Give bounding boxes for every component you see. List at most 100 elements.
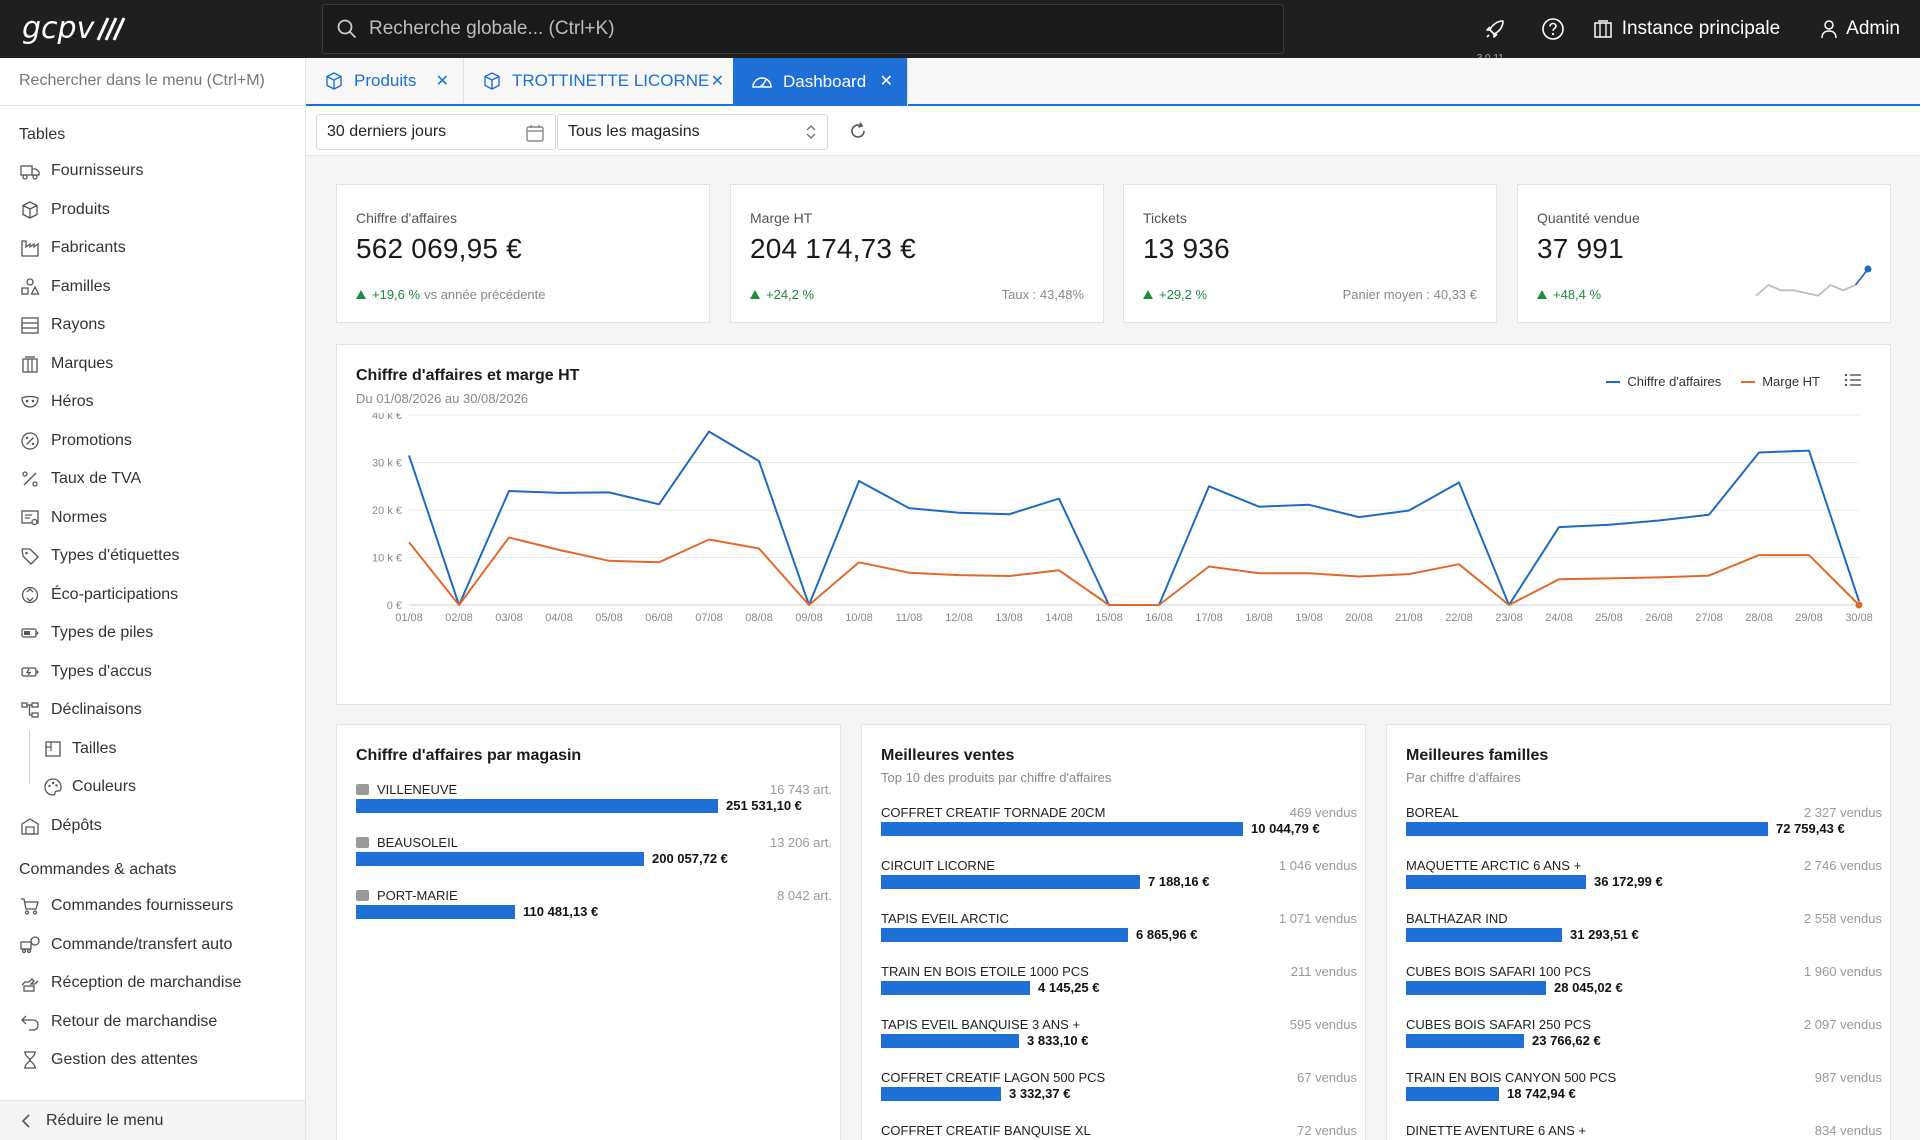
sidebar-item-label: Types d'étiquettes xyxy=(51,547,180,565)
sidebar-item-types-de-piles[interactable]: Types de piles xyxy=(0,614,305,653)
sidebar-item-produits[interactable]: Produits xyxy=(0,191,305,230)
ranked-row[interactable]: CUBES BOIS SAFARI 100 PCS 1 960 vendus 28 … xyxy=(1406,964,1882,1017)
sidebar-item-label: Familles xyxy=(51,277,111,295)
sidebar-item-reception-de-marchandise[interactable]: Réception de marchandise xyxy=(0,964,305,1003)
row-value: 4 145,25 € xyxy=(1038,980,1100,995)
ranked-row[interactable]: PORT-MARIE 8 042 art. 110 481,13 € xyxy=(356,888,832,941)
close-icon[interactable]: ✕ xyxy=(879,73,893,90)
ranked-row[interactable]: TRAIN EN BOIS CANYON 500 PCS 987 vendus 18… xyxy=(1406,1070,1882,1123)
palette-icon xyxy=(42,776,64,798)
ranked-row[interactable]: MAQUETTE ARCTIC 6 ANS + 2 746 vendus 36 17… xyxy=(1406,858,1882,911)
tab-dashboard[interactable]: Dashboard ✕ xyxy=(733,58,908,106)
release-notes-button[interactable]: 3.0.11 xyxy=(1477,17,1507,64)
global-search[interactable] xyxy=(322,4,1284,54)
row-bar xyxy=(881,1034,1019,1048)
kpi-delta: +48,4 % xyxy=(1537,287,1601,302)
row-bar xyxy=(1406,981,1546,995)
legend-item-revenue[interactable]: Chiffre d'affaires xyxy=(1606,374,1721,389)
help-button[interactable] xyxy=(1541,17,1565,41)
collapse-menu-button[interactable]: Réduire le menu xyxy=(0,1100,305,1140)
tag-icon xyxy=(19,545,41,567)
legend-swatch xyxy=(1606,380,1621,383)
sidebar-item-eco-participations[interactable]: Éco-participations xyxy=(0,576,305,615)
sidebar-item-depots[interactable]: Dépôts xyxy=(0,807,305,846)
sidebar-item-promotions[interactable]: Promotions xyxy=(0,422,305,461)
chart-menu-button[interactable] xyxy=(1844,372,1862,393)
store-icon xyxy=(356,784,369,795)
sidebar-item-types-d-etiquettes[interactable]: Types d'étiquettes xyxy=(0,537,305,576)
sidebar-item-heros[interactable]: Héros xyxy=(0,383,305,422)
sidebar-item-label: Tailles xyxy=(72,739,117,757)
sidebar-item-tailles[interactable]: Tailles xyxy=(0,730,305,769)
series-line-revenue[interactable] xyxy=(408,430,1860,606)
store-icon xyxy=(356,837,369,848)
app-logo[interactable]: gcpv xyxy=(22,12,132,46)
tab-produits[interactable]: Produits ✕ xyxy=(306,58,464,104)
menu-search-input[interactable] xyxy=(19,72,289,90)
instance-selector[interactable]: Instance principale xyxy=(1593,18,1780,40)
battery-icon xyxy=(19,622,41,644)
x-tick-label: 25/08 xyxy=(1595,612,1623,624)
ranked-row[interactable]: CUBES BOIS SAFARI 250 PCS 2 097 vendus 23 … xyxy=(1406,1017,1882,1070)
global-search-input[interactable] xyxy=(369,18,1169,40)
kpi-title: Chiffre d'affaires xyxy=(356,210,457,226)
best-families-rows: BOREAL 2 327 vendus 72 759,43 € MAQUETTE AR… xyxy=(1406,805,1882,1140)
ranked-row[interactable]: TAPIS EVEIL ARCTIC 1 071 vendus 6 865,96 € xyxy=(881,911,1357,964)
ranked-row[interactable]: COFFRET CREATIF TORNADE 20CM 469 vendus 10… xyxy=(881,805,1357,858)
shelves-icon xyxy=(19,314,41,336)
logo-text: gcpv xyxy=(22,12,96,46)
sidebar-item-label: Éco-participations xyxy=(51,585,179,603)
sidebar-item-commandes-fournisseurs[interactable]: Commandes fournisseurs xyxy=(0,887,305,926)
sidebar-item-declinaisons[interactable]: Déclinaisons xyxy=(0,691,305,730)
sidebar-item-fabricants[interactable]: Fabricants xyxy=(0,229,305,268)
kpi-delta: +29,2 % xyxy=(1143,287,1207,302)
ranked-row[interactable]: DINETTE AVENTURE 6 ANS + 834 vendus xyxy=(1406,1123,1882,1140)
ranked-row[interactable]: COFFRET CREATIF BANQUISE XL 72 vendus xyxy=(881,1123,1357,1140)
sidebar-item-commande-transfert-auto[interactable]: Commande/transfert auto xyxy=(0,926,305,965)
sidebar-item-label: Types de piles xyxy=(51,624,154,642)
gauge-icon xyxy=(751,72,773,92)
row-name: TAPIS EVEIL BANQUISE 3 ANS + xyxy=(881,1017,1080,1032)
sidebar-item-gestion-des-attentes[interactable]: Gestion des attentes xyxy=(0,1041,305,1080)
sidebar-item-label: Fournisseurs xyxy=(51,162,144,180)
menu-search[interactable] xyxy=(0,58,305,106)
sidebar-item-normes[interactable]: Normes xyxy=(0,499,305,538)
ranked-row[interactable]: BEAUSOLEIL 13 206 art. 200 057,72 € xyxy=(356,835,832,888)
ranked-row[interactable]: TRAIN EN BOIS ETOILE 1000 PCS 211 vendus 4… xyxy=(881,964,1357,1017)
ranked-row[interactable]: CIRCUIT LICORNE 1 046 vendus 7 188,16 € xyxy=(881,858,1357,911)
chart-title: Chiffre d'affaires et marge HT xyxy=(356,367,580,384)
user-menu[interactable]: Admin xyxy=(1820,18,1900,40)
sidebar-item-fournisseurs[interactable]: Fournisseurs xyxy=(0,152,305,191)
ruler-icon xyxy=(42,738,64,760)
period-selector[interactable]: 30 derniers jours xyxy=(316,114,556,150)
ranked-row[interactable]: VILLENEUVE 16 743 art. 251 531,10 € xyxy=(356,782,832,835)
kpi-value: 13 936 xyxy=(1143,233,1230,264)
x-tick-label: 17/08 xyxy=(1195,612,1223,624)
store-selector[interactable]: Tous les magasins xyxy=(557,114,828,150)
x-tick-label: 24/08 xyxy=(1545,612,1573,624)
row-name: CUBES BOIS SAFARI 250 PCS xyxy=(1406,1017,1591,1032)
y-tick-label: 30 k € xyxy=(372,458,402,470)
ranked-row[interactable]: BOREAL 2 327 vendus 72 759,43 € xyxy=(1406,805,1882,858)
ranked-row[interactable]: BALTHAZAR IND 2 558 vendus 31 293,51 € xyxy=(1406,911,1882,964)
sidebar-item-familles[interactable]: Familles xyxy=(0,268,305,307)
sidebar-item-label: Commandes fournisseurs xyxy=(51,897,234,915)
legend-item-margin[interactable]: Marge HT xyxy=(1741,374,1820,389)
line-chart: 0 € 10 k € 20 k € 30 k € 40 k € 01/08 02/08 03/… xyxy=(372,413,1873,624)
sidebar-item-couleurs[interactable]: Couleurs xyxy=(0,768,305,807)
ranked-row[interactable]: TAPIS EVEIL BANQUISE 3 ANS + 595 vendus 3 … xyxy=(881,1017,1357,1070)
close-icon[interactable]: ✕ xyxy=(435,73,449,90)
ranked-row[interactable]: COFFRET CREATIF LAGON 500 PCS 67 vendus 3 … xyxy=(881,1070,1357,1123)
sidebar-item-marques[interactable]: Marques xyxy=(0,345,305,384)
sidebar-item-label: Normes xyxy=(51,508,108,526)
tab-trottinette-licorne[interactable]: TROTTINETTE LICORNE ✕ xyxy=(464,58,739,104)
series-line-margin[interactable] xyxy=(408,536,1860,606)
refresh-button[interactable] xyxy=(848,121,868,146)
panel-subtitle: Top 10 des produits par chiffre d'affair… xyxy=(881,770,1112,785)
sidebar-item-taux-de-tva[interactable]: Taux de TVA xyxy=(0,460,305,499)
sidebar-item-retour-de-marchandise[interactable]: Retour de marchandise xyxy=(0,1003,305,1042)
sidebar-item-types-d-accus[interactable]: Types d'accus xyxy=(0,653,305,692)
data-point-highlight[interactable] xyxy=(1855,601,1863,609)
sidebar-item-rayons[interactable]: Rayons xyxy=(0,306,305,345)
close-icon[interactable]: ✕ xyxy=(710,73,724,90)
